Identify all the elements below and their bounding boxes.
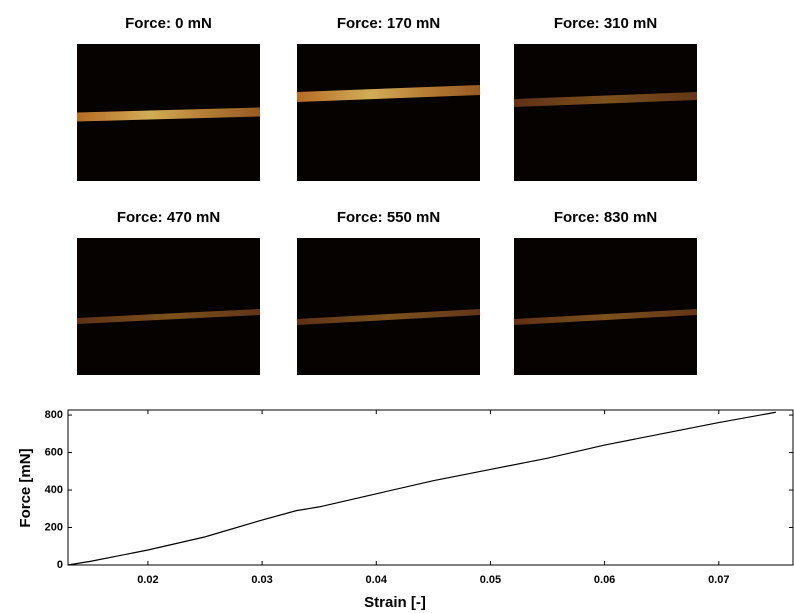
- micrograph: [514, 44, 697, 181]
- x-tick-label: 0.06: [594, 574, 615, 586]
- micrograph: [514, 238, 697, 375]
- panel-title: Force: 0 mN: [125, 15, 212, 32]
- y-tick-label: 800: [45, 409, 63, 421]
- panel-title: Force: 170 mN: [337, 15, 440, 32]
- x-tick-label: 0.04: [366, 574, 388, 586]
- x-tick-label: 0.02: [137, 574, 158, 586]
- panel-title: Force: 550 mN: [337, 209, 440, 226]
- y-axis-label: Force [mN]: [17, 448, 34, 527]
- plot-frame: [67, 409, 794, 566]
- fiber: [76, 309, 261, 324]
- y-tick-label: 400: [45, 484, 63, 496]
- y-tick-label: 200: [45, 521, 63, 533]
- x-tick-label: 0.07: [708, 574, 729, 586]
- fiber: [296, 309, 481, 325]
- panel-title: Force: 830 mN: [554, 209, 657, 226]
- panel-title: Force: 470 mN: [117, 209, 220, 226]
- y-tick-label: 0: [57, 559, 63, 571]
- x-tick-label: 0.05: [480, 574, 501, 586]
- micrograph: [297, 238, 480, 375]
- panel-title: Force: 310 mN: [554, 15, 657, 32]
- y-tick-label: 600: [45, 446, 63, 458]
- micrograph: [297, 44, 480, 181]
- fiber: [296, 85, 481, 102]
- fiber: [513, 92, 698, 107]
- fiber: [76, 107, 261, 122]
- force-strain-curve: [67, 411, 776, 566]
- micrograph: [77, 238, 260, 375]
- x-axis-label: Strain [-]: [364, 594, 426, 611]
- fiber: [513, 309, 698, 325]
- x-tick-label: 0.03: [251, 574, 272, 586]
